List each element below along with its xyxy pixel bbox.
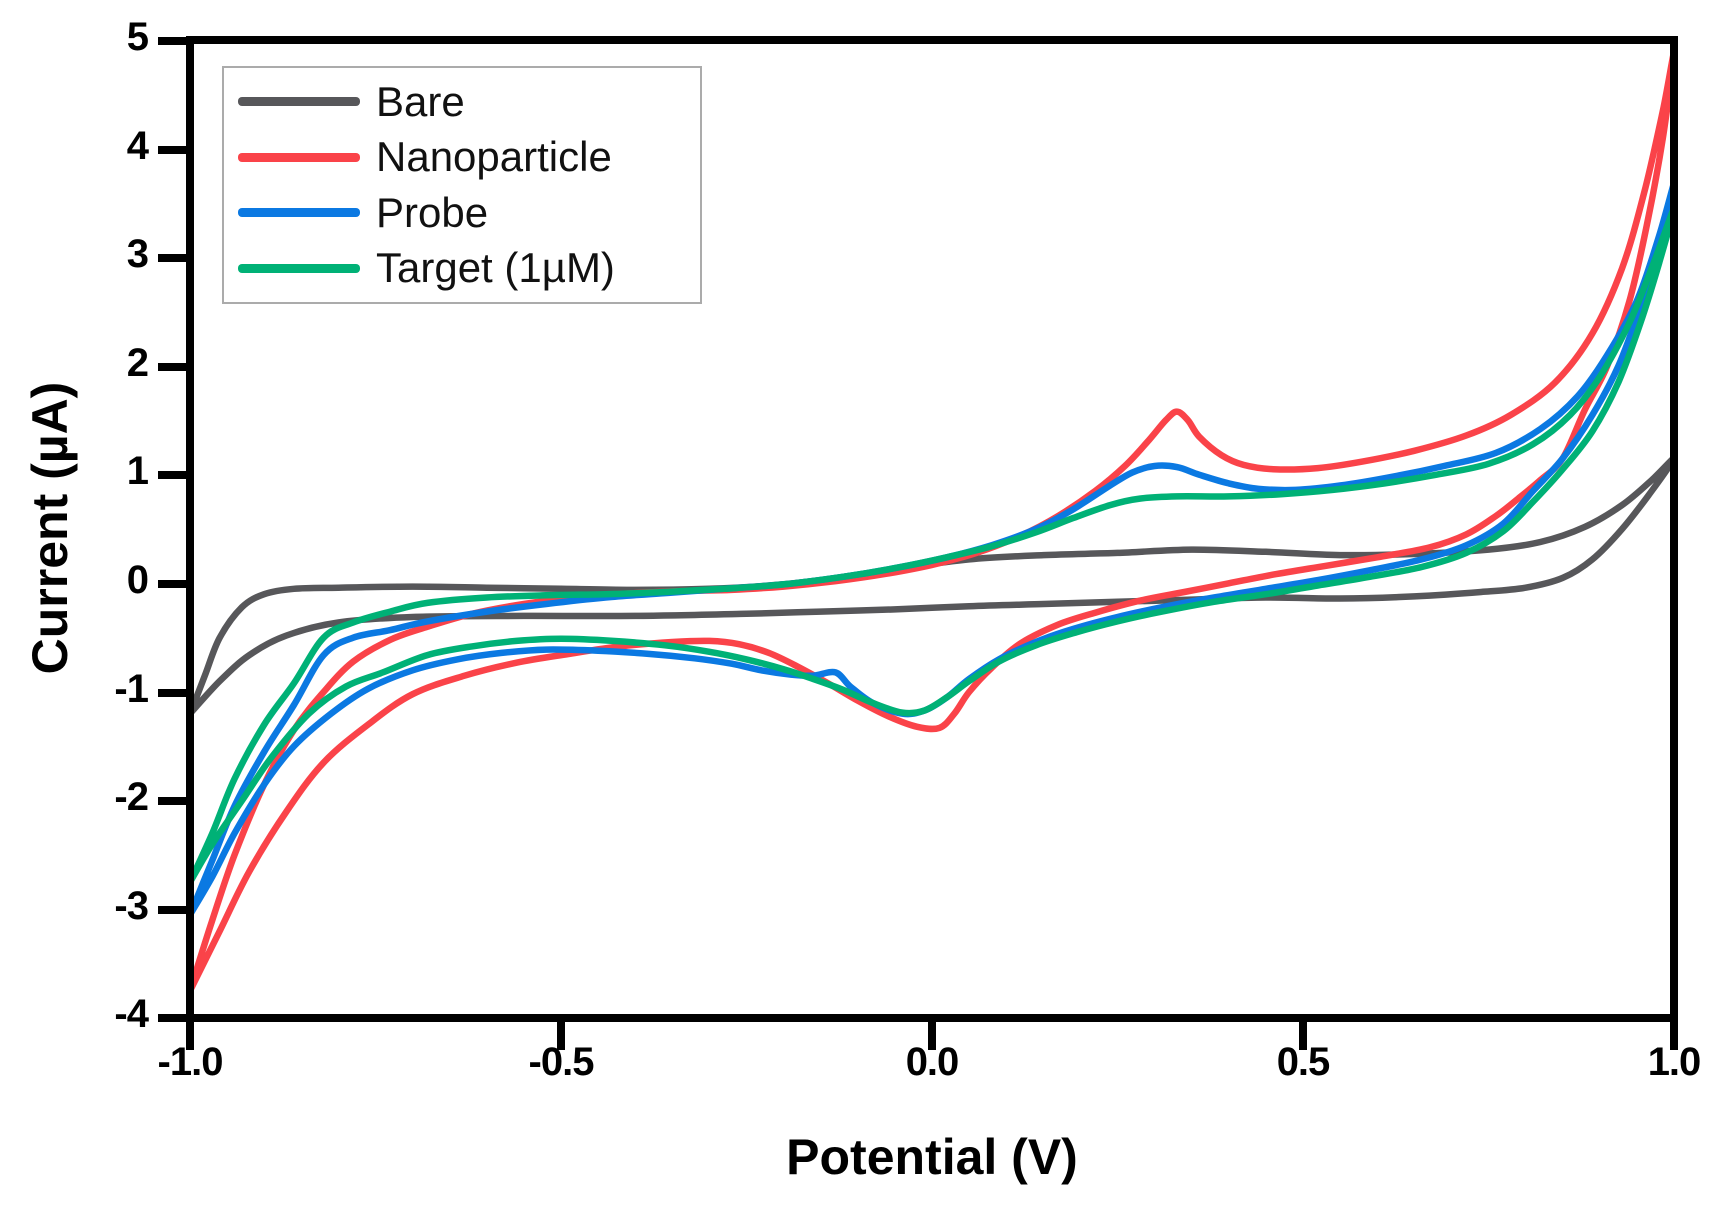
x-tick-label: -1.0 — [157, 1040, 224, 1084]
curve-target-1-m — [190, 205, 1674, 886]
y-axis-ticks — [158, 37, 190, 1022]
legend-label: Target (1µM) — [376, 244, 615, 292]
nanoparticle-line-swatch — [238, 152, 360, 162]
y-tick-label: -1 — [114, 667, 149, 711]
y-tick-label: 5 — [126, 15, 149, 59]
y-tick-label: -2 — [114, 775, 149, 819]
legend-item-probe: Probe — [238, 188, 700, 236]
y-tick-label: 1 — [126, 449, 149, 493]
probe-line-swatch — [238, 208, 360, 218]
legend-label: Probe — [376, 188, 489, 236]
curve-group — [190, 49, 1674, 995]
legend-label: Nanoparticle — [376, 133, 612, 181]
x-tick-label: -0.5 — [528, 1040, 595, 1084]
x-tick-label: 1.0 — [1647, 1040, 1702, 1084]
x-tick-label: 0.0 — [905, 1040, 960, 1084]
legend-label: Bare — [376, 77, 465, 125]
bare-line-swatch — [238, 97, 360, 107]
y-tick-label: 4 — [126, 124, 149, 168]
y-tick-label: 3 — [126, 232, 149, 276]
legend-item-target: Target (1µM) — [238, 247, 700, 289]
y-tick-label: 0 — [126, 558, 149, 602]
y-tick-label: -3 — [114, 884, 149, 928]
y-tick-label: 2 — [126, 341, 149, 385]
target-line-swatch — [238, 263, 360, 273]
y-axis-title: Current (µA) — [22, 381, 78, 675]
x-tick-label: 0.5 — [1276, 1040, 1331, 1084]
y-tick-label: -4 — [114, 992, 149, 1036]
curve-bare — [190, 455, 1674, 717]
legend-box: Bare Nanoparticle Probe Target (1µM) — [222, 66, 702, 304]
legend-item-nanoparticle: Nanoparticle — [238, 136, 700, 178]
x-axis-title: Potential (V) — [786, 1129, 1078, 1185]
x-axis-ticks — [186, 1018, 1678, 1050]
legend-item-bare: Bare — [238, 77, 700, 125]
